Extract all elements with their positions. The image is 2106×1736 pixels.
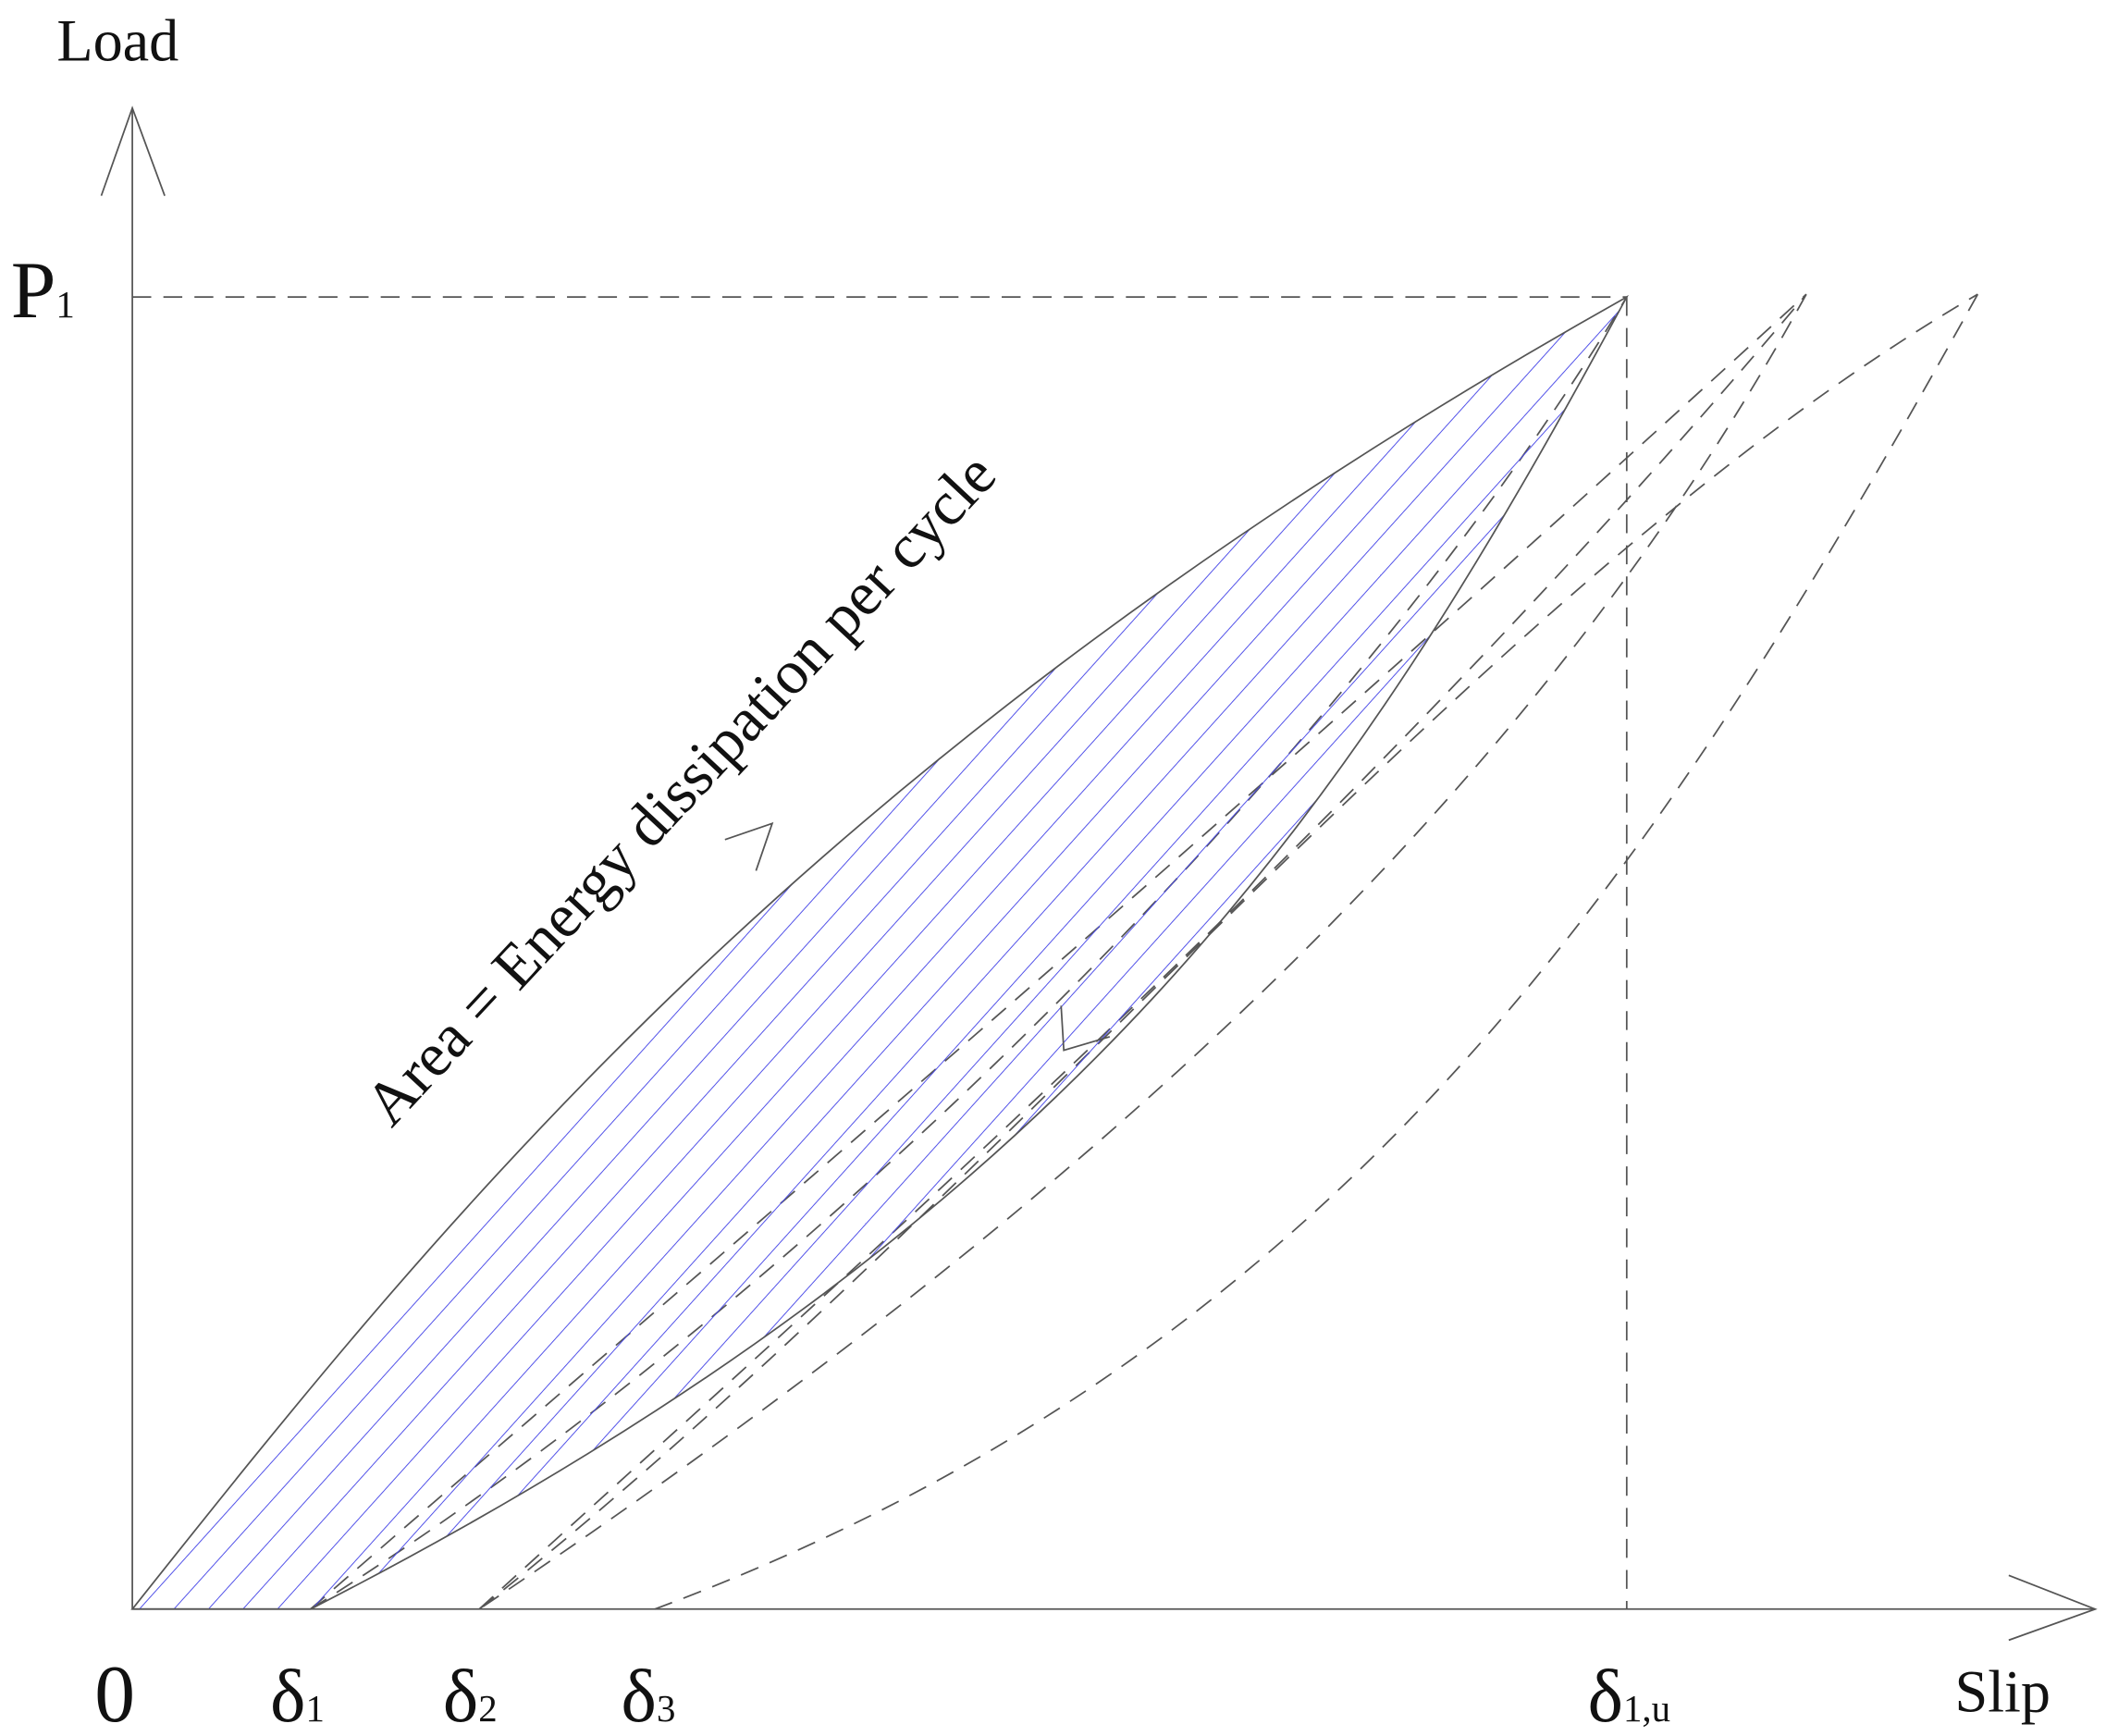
energy-loop (130, 294, 1630, 1610)
axes (100, 105, 2098, 1642)
x-axis-label: Slip (1954, 1659, 2051, 1725)
x-tick-label: δ1,u (1587, 1654, 1670, 1736)
x-tick-label: δ3 (621, 1654, 675, 1736)
x-tick-label: δ1 (270, 1654, 325, 1736)
x-tick-label: δ2 (443, 1654, 498, 1736)
y-axis-label: Load (56, 8, 179, 74)
y-tick-label: P1 (11, 245, 75, 335)
origin-label: 0 (94, 1649, 135, 1736)
